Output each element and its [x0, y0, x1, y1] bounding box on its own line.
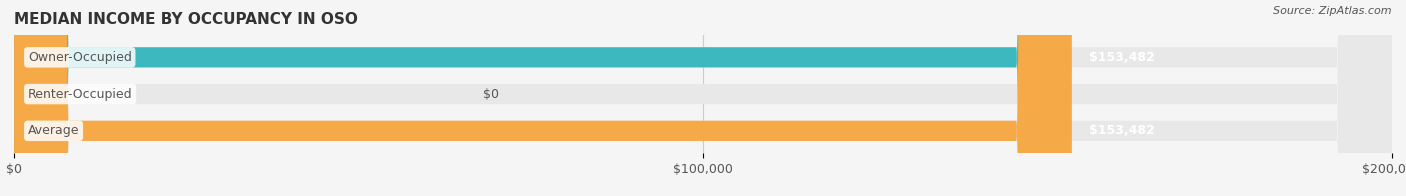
- FancyBboxPatch shape: [14, 0, 1392, 196]
- Text: Source: ZipAtlas.com: Source: ZipAtlas.com: [1274, 6, 1392, 16]
- Text: Owner-Occupied: Owner-Occupied: [28, 51, 132, 64]
- FancyBboxPatch shape: [14, 0, 1392, 196]
- Text: Average: Average: [28, 124, 79, 137]
- Text: MEDIAN INCOME BY OCCUPANCY IN OSO: MEDIAN INCOME BY OCCUPANCY IN OSO: [14, 12, 359, 27]
- Text: Renter-Occupied: Renter-Occupied: [28, 88, 132, 101]
- FancyBboxPatch shape: [14, 0, 1392, 196]
- FancyBboxPatch shape: [14, 0, 1071, 196]
- Text: $153,482: $153,482: [1088, 51, 1154, 64]
- Text: $0: $0: [482, 88, 499, 101]
- Text: $153,482: $153,482: [1088, 124, 1154, 137]
- FancyBboxPatch shape: [14, 0, 1071, 196]
